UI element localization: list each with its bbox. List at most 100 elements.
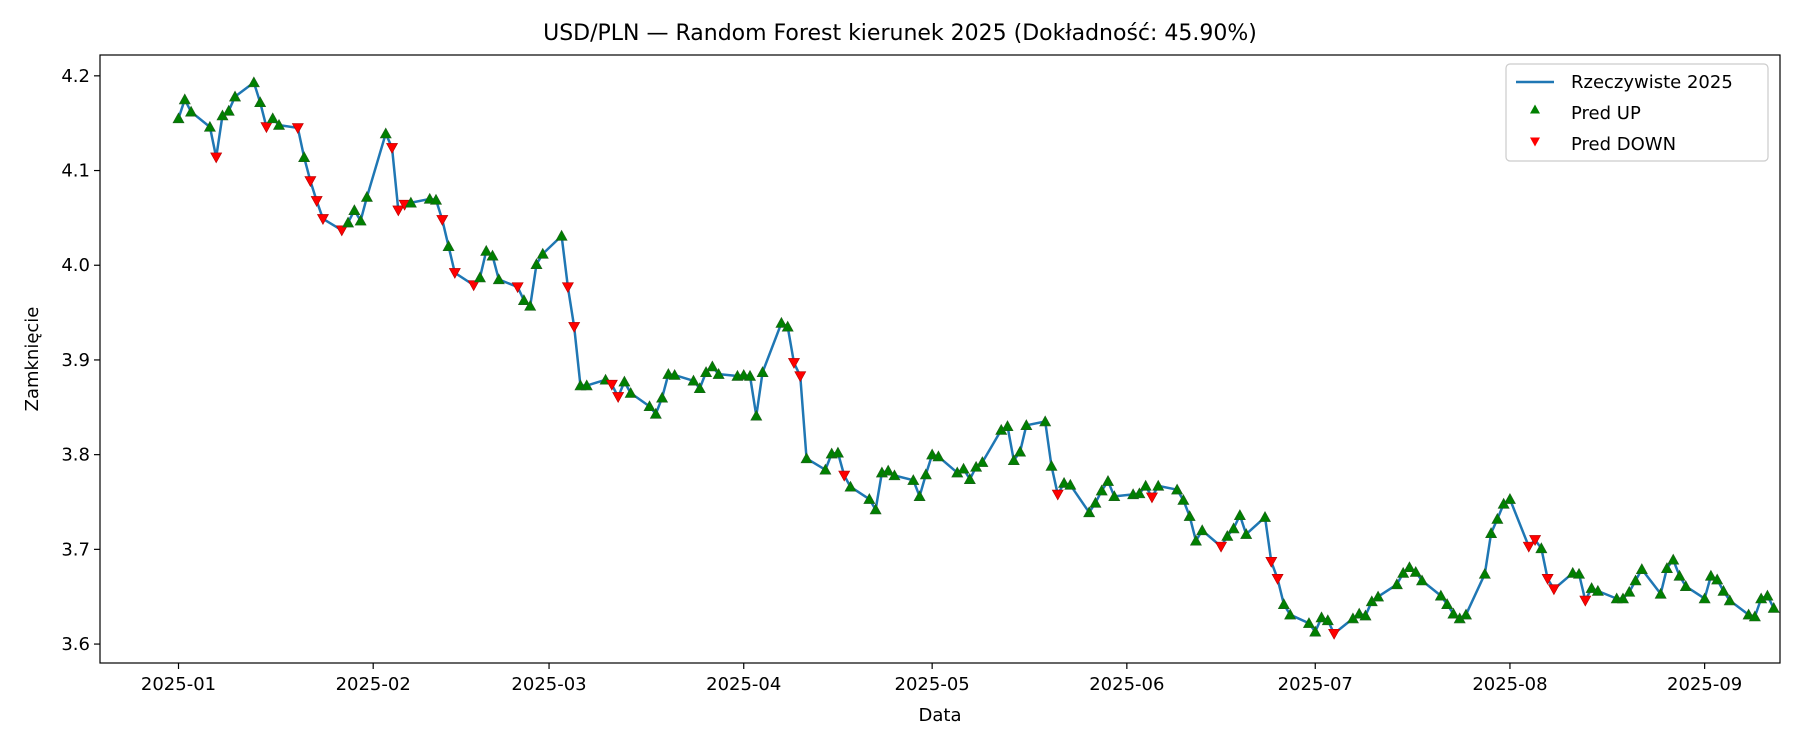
pred-up-marker — [1434, 589, 1447, 601]
pred-up-marker — [976, 456, 989, 467]
pred-down-marker — [1051, 489, 1064, 501]
pred-up-marker — [1478, 567, 1491, 579]
pred-up-marker — [1309, 625, 1322, 637]
pred-up-marker — [1761, 589, 1774, 601]
prediction-markers — [172, 76, 1780, 640]
pred-up-marker — [1183, 510, 1196, 521]
pred-up-marker — [1723, 594, 1736, 606]
y-tick-label: 4.2 — [61, 66, 90, 87]
pred-down-marker — [511, 282, 524, 294]
pred-up-marker — [178, 93, 191, 105]
pred-up-marker — [1359, 609, 1372, 621]
pred-up-marker — [1315, 611, 1328, 623]
pred-up-marker — [247, 76, 260, 88]
plot-frame — [99, 54, 1781, 664]
pred-up-marker — [348, 204, 361, 216]
pred-up-marker — [882, 464, 895, 476]
plot-area — [172, 76, 1780, 640]
pred-up-marker — [869, 503, 882, 515]
pred-down-marker — [210, 152, 223, 164]
pred-down-marker — [436, 215, 449, 226]
pred-up-marker — [1007, 454, 1020, 466]
pred-up-marker — [1221, 529, 1234, 541]
pred-up-marker — [1629, 574, 1642, 586]
y-tick-label: 3.9 — [61, 350, 90, 371]
legend-up-marker — [1530, 104, 1540, 114]
pred-up-marker — [1742, 608, 1755, 620]
pred-up-marker — [379, 127, 392, 139]
pred-up-marker — [172, 112, 185, 124]
pred-up-marker — [963, 473, 976, 484]
pred-up-marker — [1277, 598, 1290, 609]
pred-up-marker — [656, 391, 669, 403]
legend-box — [1505, 63, 1769, 162]
y-tick-label: 3.8 — [61, 445, 90, 466]
pred-down-marker — [260, 122, 273, 134]
pred-down-marker — [1529, 535, 1542, 547]
pred-up-marker — [1390, 578, 1403, 590]
pred-up-marker — [1227, 522, 1240, 534]
pred-up-marker — [1679, 580, 1692, 591]
chart-title: USD/PLN — Random Forest kierunek 2025 (D… — [543, 21, 1257, 46]
pred-up-marker — [1189, 534, 1202, 546]
pred-up-marker — [1535, 542, 1548, 554]
pred-down-marker — [1145, 492, 1158, 504]
pred-up-marker — [1302, 617, 1315, 628]
pred-down-marker — [316, 214, 329, 225]
pred-down-marker — [1271, 574, 1284, 585]
pred-up-marker — [429, 193, 443, 205]
pred-up-marker — [1133, 487, 1146, 499]
pred-up-marker — [1635, 563, 1648, 574]
pred-up-marker — [473, 271, 486, 283]
pred-up-marker — [1258, 511, 1272, 522]
pred-up-marker — [1101, 475, 1115, 486]
pred-down-marker — [1522, 541, 1535, 553]
pred-up-marker — [1240, 528, 1253, 539]
pred-down-marker — [335, 225, 348, 237]
pred-up-marker — [1667, 553, 1680, 565]
pred-up-marker — [1704, 569, 1717, 581]
pred-up-marker — [1623, 585, 1636, 597]
y-tick-label: 3.6 — [61, 634, 90, 655]
pred-up-marker — [1660, 562, 1673, 573]
pred-up-marker — [1491, 512, 1504, 524]
x-tick-label: 2025-02 — [336, 674, 411, 695]
pred-up-marker — [1397, 566, 1410, 578]
pred-up-marker — [668, 368, 681, 380]
pred-up-marker — [781, 320, 794, 332]
pred-up-marker — [706, 360, 719, 372]
pred-up-marker — [1459, 608, 1472, 620]
x-tick-label: 2025-04 — [706, 674, 781, 695]
x-tick-label: 2025-01 — [141, 674, 216, 695]
pred-up-marker — [1045, 459, 1058, 471]
pred-down-marker — [1328, 628, 1341, 640]
pred-up-marker — [1698, 592, 1711, 604]
pred-up-marker — [1447, 607, 1460, 619]
pred-up-marker — [1711, 573, 1724, 585]
pred-up-marker — [800, 452, 813, 464]
pred-up-marker — [1020, 419, 1033, 430]
pred-down-marker — [310, 196, 323, 207]
x-axis-label: Data — [919, 705, 962, 726]
pred-up-marker — [1403, 561, 1416, 573]
pred-down-marker — [1547, 584, 1560, 596]
pred-up-marker — [1748, 610, 1761, 622]
pred-up-marker — [744, 369, 757, 381]
pred-up-marker — [492, 273, 505, 285]
x-ticks: 2025-01 2025-02 2025-03 2025-04 2025-05 2025-… — [141, 663, 1742, 695]
pred-down-marker — [605, 379, 618, 391]
pred-up-marker — [1083, 506, 1096, 518]
pred-up-marker — [957, 462, 970, 474]
pred-up-marker — [1485, 527, 1498, 538]
x-tick-label: 2025-06 — [1089, 674, 1164, 695]
pred-up-marker — [555, 229, 568, 241]
pred-up-marker — [342, 216, 355, 228]
pred-up-marker — [1616, 592, 1630, 604]
pred-up-marker — [203, 120, 216, 132]
pred-down-marker — [1541, 574, 1554, 585]
pred-up-marker — [1039, 415, 1052, 427]
pred-up-marker — [831, 446, 844, 458]
pred-up-marker — [536, 247, 549, 259]
pred-up-marker — [932, 450, 945, 462]
